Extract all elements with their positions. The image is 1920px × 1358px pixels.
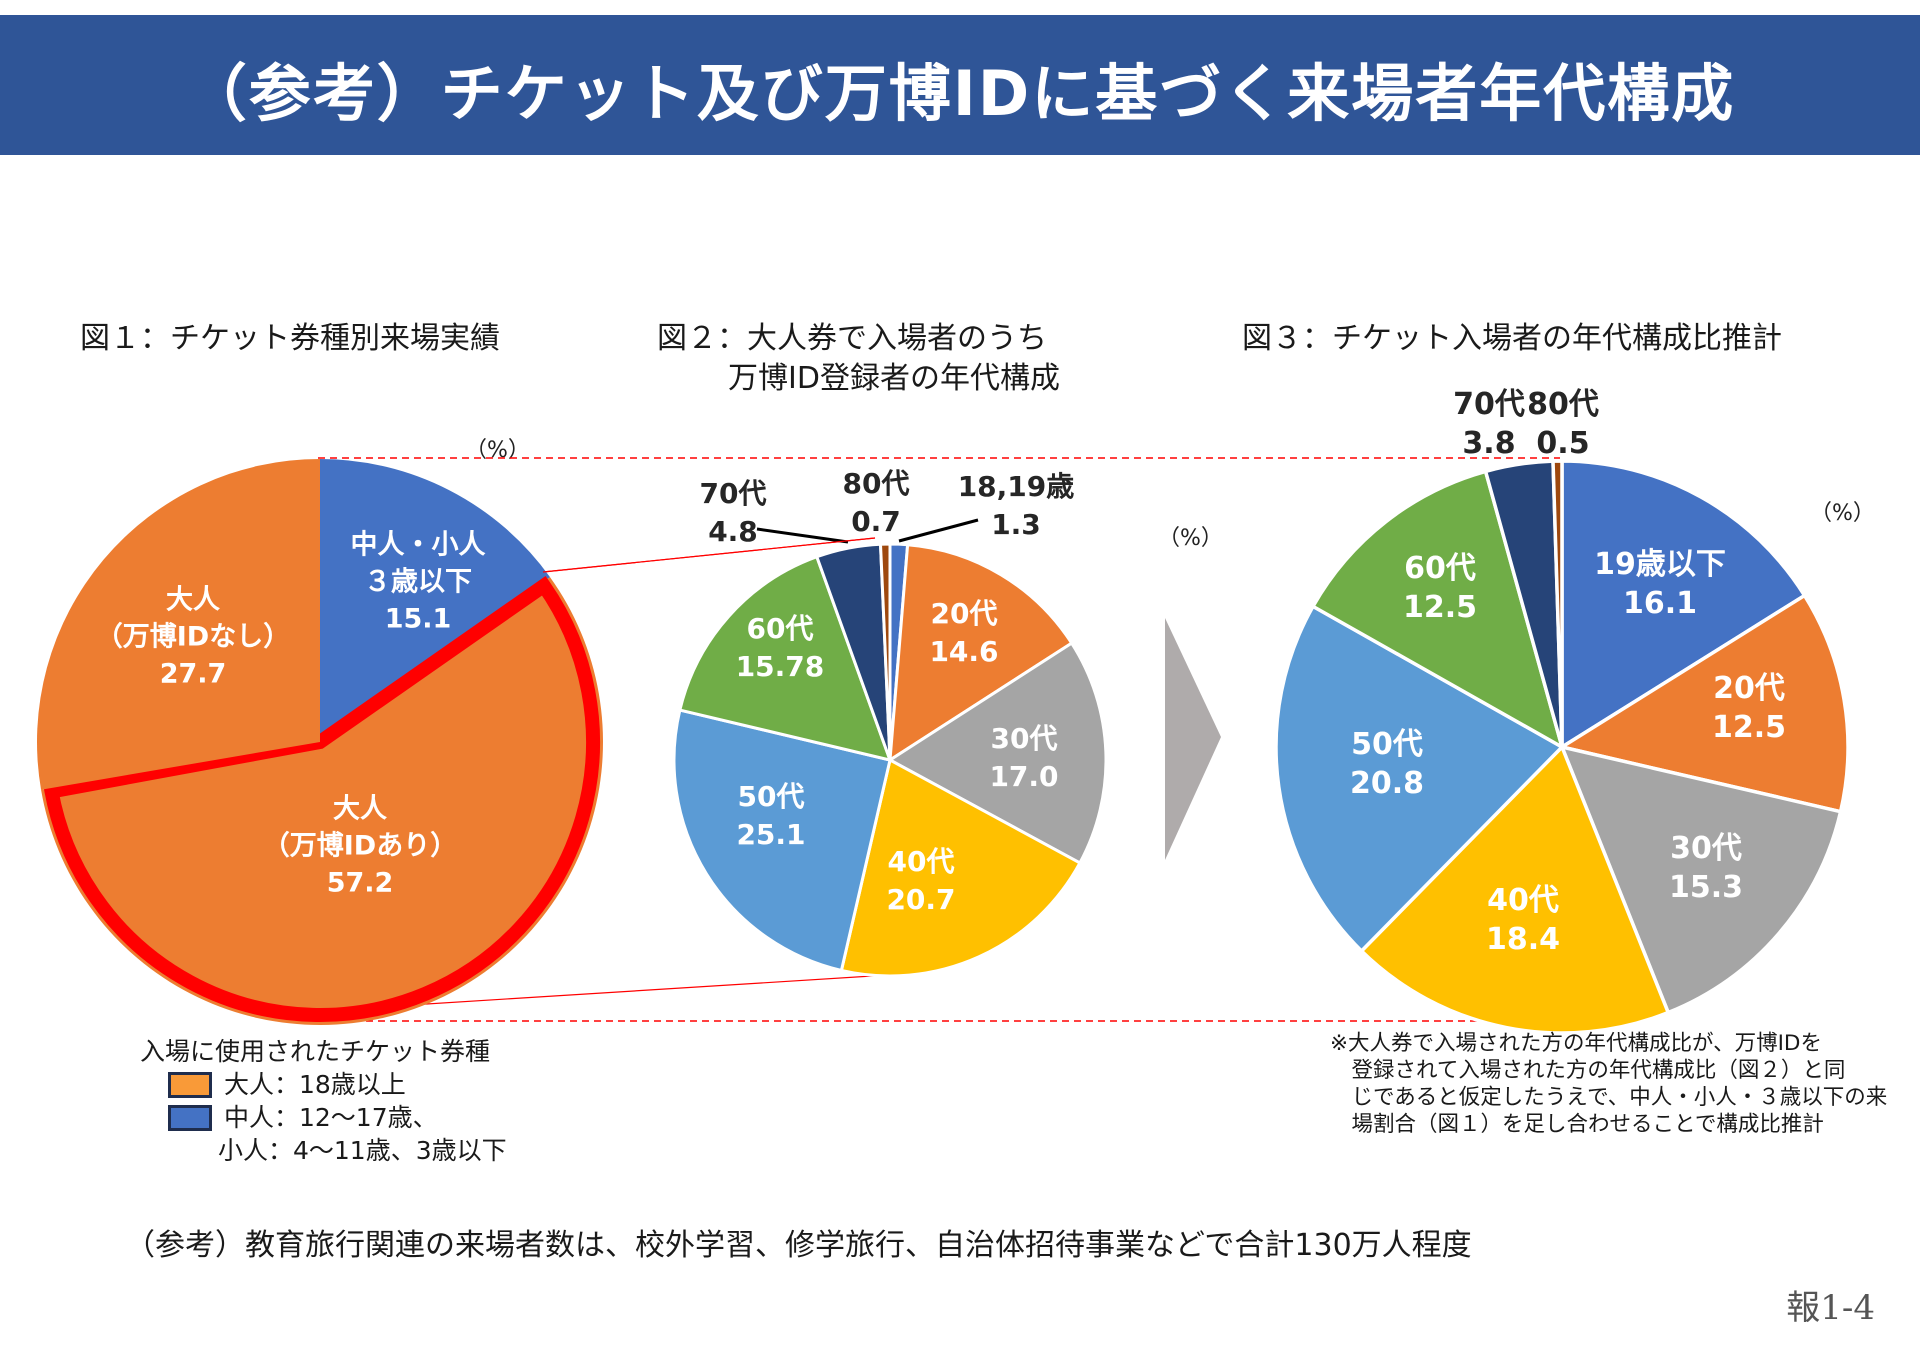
note-line: 場割合（図１）を足し合わせることで構成比推計 bbox=[1330, 1112, 1824, 1137]
fig3-unit-label: （%） bbox=[1810, 501, 1875, 526]
reference-note: （参考）教育旅行関連の来場者数は、校外学習、修学旅行、自治体招待事業などで合計1… bbox=[125, 1228, 1472, 1263]
fig1-pie: 中人・小人３歳以下 15.1 大人（万博IDあり） 57.2 大人（万博IDなし） 27.… bbox=[37, 459, 604, 1025]
zoom-connector-top-overlay bbox=[542, 537, 876, 573]
pie-slice-2-1 bbox=[888, 543, 1074, 763]
fig1-unit-label: （%） bbox=[465, 438, 530, 463]
fig1-title: 図１：チケット券種別来場実績 bbox=[80, 321, 500, 356]
fig2-pie: 18,19歳 1.3 20代 14.6 30代 17.0 40代 20.7 50代 25.1 60代… bbox=[672, 467, 1108, 978]
pie-slice-1-0 bbox=[320, 459, 550, 742]
pie-slice-2-4 bbox=[672, 708, 892, 973]
fig2-unit-label: （%） bbox=[1158, 526, 1223, 551]
pie-slice-1-1 bbox=[41, 577, 604, 1025]
fig2-title-line1: 図２：大人券で入場者のうち bbox=[657, 321, 1047, 356]
note-line: 登録されて入場された方の年代構成比（図２）と同 bbox=[1330, 1058, 1846, 1083]
page-title: （参考）チケット及び万博IDに基づく来場者年代構成 bbox=[184, 57, 1736, 130]
data-label-3-2: 30代 15.3 bbox=[1669, 831, 1743, 905]
page-number: 報1-4 bbox=[1786, 1288, 1875, 1328]
data-label-3-5: 60代 12.5 bbox=[1403, 551, 1477, 625]
data-label-2-7: 80代 0.7 bbox=[843, 467, 910, 538]
data-label-2-1: 20代 14.6 bbox=[929, 597, 998, 668]
arrow-right-icon bbox=[1165, 618, 1221, 860]
pie-slice-2-7 bbox=[878, 542, 892, 761]
pie-slice-3-1 bbox=[1557, 593, 1850, 814]
ticket-type-legend: 入場に使用されたチケット券種 大人：18歳以上 中人：12～17歳、 小人：4～… bbox=[140, 1035, 507, 1167]
pie-slice-1-2 bbox=[37, 459, 321, 790]
data-label-2-6: 70代 4.8 bbox=[700, 477, 767, 548]
leader-line-1 bbox=[898, 518, 979, 543]
note-line: じであると仮定したうえで、中人・小人・３歳以下の来 bbox=[1330, 1085, 1888, 1110]
title-banner: （参考）チケット及び万博IDに基づく来場者年代構成 bbox=[0, 15, 1920, 155]
data-label-2-2: 30代 17.0 bbox=[989, 722, 1058, 793]
fig3-pie: 19歳以下 16.1 20代 12.5 30代 15.3 40代 18.4 50代 20.8 60代… bbox=[1274, 387, 1850, 1035]
data-label-3-6: 70代 3.8 bbox=[1453, 387, 1525, 461]
leader-line-0 bbox=[756, 527, 849, 544]
fig3-title: 図３：チケット入場者の年代構成比推計 bbox=[1242, 321, 1782, 356]
pie-slice-3-5 bbox=[1310, 469, 1565, 751]
note-line: ※大人券で入場された方の年代構成比が、万博IDを bbox=[1330, 1031, 1822, 1056]
pie-slice-2-5 bbox=[678, 554, 893, 763]
data-label-1-1: 大人（万博IDあり） 57.2 bbox=[263, 793, 457, 898]
fig2-title-line2: 万博ID登録者の年代構成 bbox=[728, 361, 1060, 396]
pie-slice-2-3 bbox=[839, 757, 1082, 978]
legend-swatch-orange bbox=[168, 1071, 212, 1098]
estimation-note: ※大人券で入場された方の年代構成比が、万博IDを 登録されて入場された方の年代構… bbox=[1330, 1030, 1890, 1138]
legend-swatch-blue bbox=[168, 1104, 212, 1131]
legend-item-child: 中人：12～17歳、 bbox=[140, 1101, 507, 1134]
data-label-2-3: 40代 20.7 bbox=[886, 845, 955, 916]
data-label-2-5: 60代 15.78 bbox=[736, 612, 825, 683]
legend-title: 入場に使用されたチケット券種 bbox=[140, 1037, 491, 1066]
data-label-3-1: 20代 12.5 bbox=[1712, 671, 1786, 745]
pie-slice-3-3 bbox=[1359, 743, 1671, 1035]
data-label-1-2: 大人（万博IDなし） 27.7 bbox=[96, 584, 290, 689]
zoom-connector-bottom bbox=[394, 974, 889, 1007]
data-label-2-4: 50代 25.1 bbox=[736, 780, 805, 851]
data-label-3-3: 40代 18.4 bbox=[1486, 883, 1560, 957]
pie-slice-3-7 bbox=[1551, 459, 1564, 748]
pie-slice-3-2 bbox=[1559, 744, 1843, 1015]
legend-label-child-cont: 小人：4～11歳、3歳以下 bbox=[218, 1136, 507, 1165]
legend-label-child: 中人：12～17歳、 bbox=[224, 1103, 438, 1132]
highlight-outline bbox=[43, 575, 600, 1022]
legend-label-adult: 大人：18歳以上 bbox=[224, 1070, 406, 1099]
pie-slice-2-2 bbox=[887, 641, 1108, 865]
data-label-2-0: 18,19歳 1.3 bbox=[958, 470, 1075, 541]
pie-slice-3-4 bbox=[1274, 603, 1565, 954]
data-label-1-0: 中人・小人３歳以下 15.1 bbox=[351, 529, 486, 634]
data-label-3-7: 80代 0.5 bbox=[1527, 387, 1599, 461]
data-label-3-4: 50代 20.8 bbox=[1350, 727, 1424, 801]
legend-item-adult: 大人：18歳以上 bbox=[140, 1068, 507, 1101]
pie-slice-3-0 bbox=[1560, 459, 1808, 751]
data-label-3-0: 19歳以下 16.1 bbox=[1594, 547, 1726, 621]
